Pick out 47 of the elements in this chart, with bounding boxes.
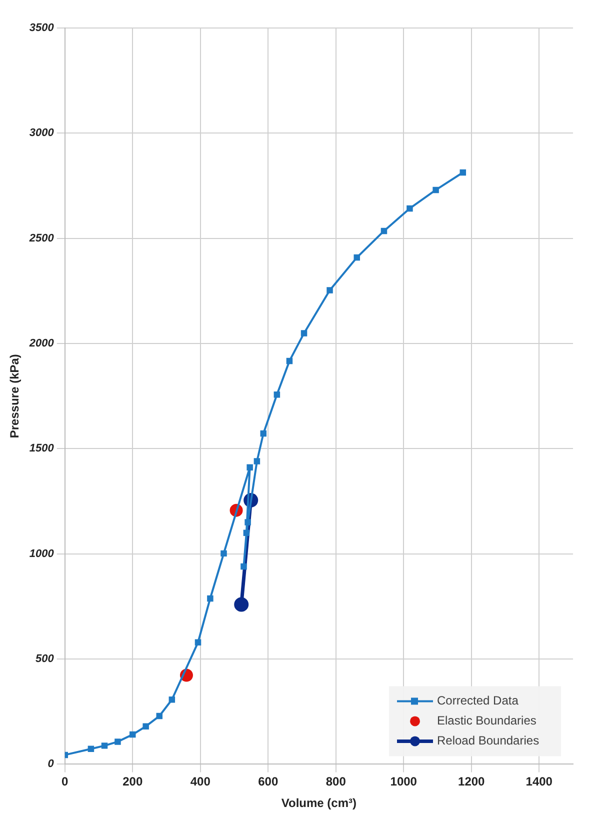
y-tick-label: 1500 xyxy=(29,442,55,455)
point xyxy=(300,330,308,336)
point xyxy=(254,458,260,464)
point xyxy=(246,464,253,471)
y-tick-label: 0 xyxy=(48,758,55,770)
legend-label: Corrected Data xyxy=(437,694,519,708)
y-axis-title: Pressure (kPa) xyxy=(8,354,22,438)
y-tick-label: 3000 xyxy=(29,127,55,140)
point xyxy=(380,228,388,234)
point xyxy=(156,712,163,720)
x-tick-label: 0 xyxy=(62,774,69,789)
point xyxy=(432,186,439,194)
x-tick-label: 800 xyxy=(326,774,346,789)
y-tick-label: 500 xyxy=(36,653,55,666)
x-tick-label: 1400 xyxy=(526,774,553,789)
x-axis-title: Volume (cm³) xyxy=(281,796,356,810)
legend-label: Elastic Boundaries xyxy=(437,714,536,728)
legend-label: Reload Boundaries xyxy=(437,734,540,748)
point xyxy=(194,639,202,646)
point xyxy=(88,746,94,752)
point xyxy=(354,254,360,261)
point xyxy=(114,738,121,745)
y-tick-label: 2000 xyxy=(28,338,55,350)
point xyxy=(274,392,280,398)
point xyxy=(244,519,251,526)
point xyxy=(460,169,466,176)
x-tick-label: 400 xyxy=(190,774,211,789)
point xyxy=(207,595,214,602)
point xyxy=(101,742,108,749)
point xyxy=(326,287,333,294)
point xyxy=(243,530,250,536)
point xyxy=(142,723,149,730)
x-tick-label: 200 xyxy=(122,774,143,789)
point xyxy=(286,358,293,364)
x-tick-label: 1000 xyxy=(390,774,418,789)
point xyxy=(168,696,176,703)
y-tick-label: 2500 xyxy=(28,232,55,244)
x-tick-label: 1200 xyxy=(458,774,486,789)
point xyxy=(220,550,227,557)
y-tick-label: 1000 xyxy=(29,548,55,560)
point xyxy=(260,430,266,437)
y-tick-label: 3500 xyxy=(29,22,55,34)
point xyxy=(240,563,247,570)
point xyxy=(130,731,136,738)
x-tick-label: 600 xyxy=(258,774,278,789)
point xyxy=(234,597,249,612)
point xyxy=(406,205,413,212)
